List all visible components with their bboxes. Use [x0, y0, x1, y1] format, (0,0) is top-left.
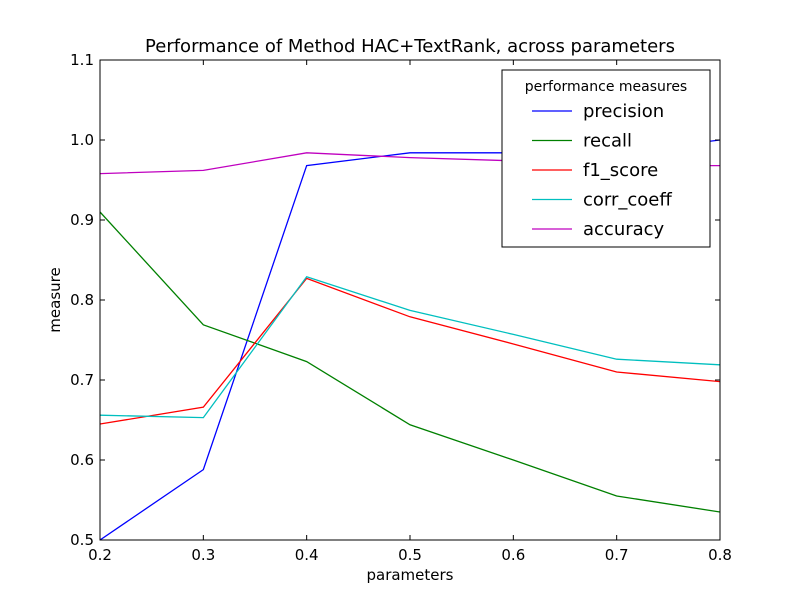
x-tick-label: 0.4 — [295, 546, 319, 564]
legend-label-precision: precision — [583, 101, 664, 122]
series-line-corr_coeff — [100, 276, 720, 419]
y-tick-label: 0.9 — [70, 211, 94, 229]
y-axis-title: measure — [46, 267, 64, 332]
x-tick-label: 0.8 — [708, 546, 732, 564]
y-tick-label: 0.5 — [70, 531, 94, 549]
y-tick-label: 1.0 — [70, 131, 94, 149]
y-tick-label: 0.8 — [70, 291, 94, 309]
x-tick-label: 0.5 — [398, 546, 422, 564]
legend-box — [501, 69, 711, 248]
series-line-recall — [100, 211, 720, 513]
legend-title: performance measures — [525, 79, 687, 95]
x-tick-label: 0.6 — [501, 546, 525, 564]
x-tick-label: 0.3 — [191, 546, 215, 564]
chart-title: Performance of Method HAC+TextRank, acro… — [145, 36, 675, 57]
axes: 0.2 0.3 0.4 0.5 0.6 0.7 0.8 0.5 0.6 0.7 0.8 0.9 1.0 1… — [70, 51, 732, 564]
legend-label-corr_coeff: corr_coeff — [583, 190, 672, 211]
y-tick-label: 0.7 — [70, 371, 94, 389]
legend: performance measures precision recall f1_sc… — [501, 69, 711, 248]
x-tick-label: 0.7 — [605, 546, 629, 564]
x-axis-title: parameters — [366, 566, 453, 584]
legend-label-recall: recall — [583, 131, 632, 152]
y-tick-label: 1.1 — [70, 51, 94, 69]
legend-label-accuracy: accuracy — [583, 219, 665, 240]
series-line-f1_score — [100, 277, 720, 425]
legend-label-f1_score: f1_score — [583, 160, 658, 181]
x-tick-label: 0.2 — [88, 546, 112, 564]
y-tick-label: 0.6 — [70, 451, 94, 469]
